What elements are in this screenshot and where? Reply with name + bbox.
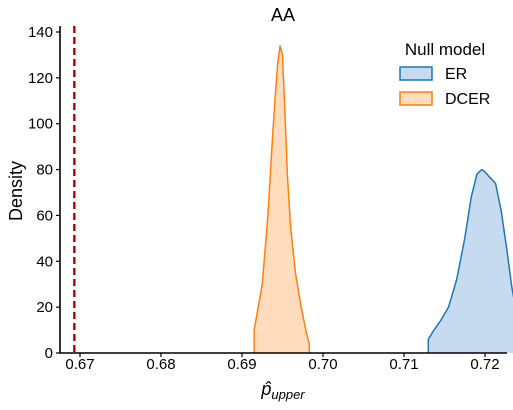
x-tick-label: 0.72: [470, 356, 499, 373]
y-tick-label: 120: [28, 70, 53, 87]
y-axis-label: Density: [6, 161, 26, 221]
x-tick-label: 0.67: [65, 356, 94, 373]
x-tick-label: 0.68: [146, 356, 175, 373]
legend: Null model ER DCER: [399, 40, 490, 108]
y-tick-layer: 0 20 40 60 80 100 120 140: [28, 24, 60, 362]
x-tick-label: 0.70: [308, 356, 337, 373]
x-axis-label-subscript: upper: [271, 387, 305, 402]
legend-entries: ER DCER: [399, 66, 490, 108]
y-tick-label: 60: [36, 207, 53, 224]
y-tick-label: 20: [36, 299, 53, 316]
y-tick-label: 140: [28, 24, 53, 41]
x-tick-layer: 0.67 0.68 0.69 0.70 0.71 0.72: [65, 353, 500, 373]
legend-title: Null model: [405, 40, 485, 59]
x-tick-label: 0.71: [389, 356, 418, 373]
legend-swatch-dcer: [399, 91, 433, 106]
y-tick-label: 0: [45, 345, 53, 362]
chart-title: AA: [271, 5, 295, 25]
density-fill-er: [428, 169, 513, 353]
y-tick-label: 100: [28, 116, 53, 133]
y-tick-label: 40: [36, 253, 53, 270]
density-line-dcer: [253, 45, 310, 353]
density-line-er: [427, 168, 513, 353]
y-tick-label: 80: [36, 162, 53, 179]
legend-label-er: ER: [445, 66, 467, 83]
x-axis-label-base: p̂: [260, 379, 271, 399]
x-tick-label: 0.69: [227, 356, 256, 373]
legend-label-dcer: DCER: [445, 91, 490, 108]
series-layer: [253, 45, 513, 353]
x-axis-label: p̂upper: [260, 379, 305, 402]
legend-swatch-er: [399, 66, 433, 81]
